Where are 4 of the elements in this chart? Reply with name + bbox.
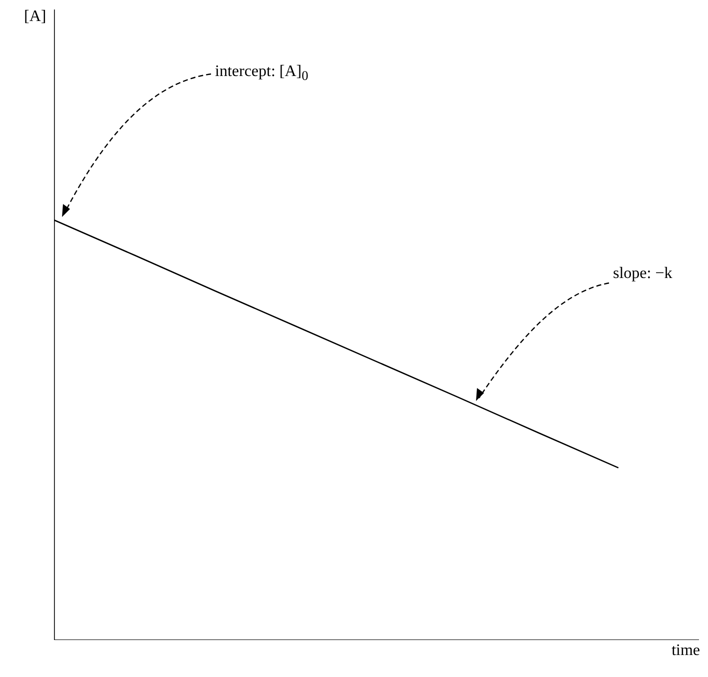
text: intercept: [A]$_{0}$ bbox=[215, 63, 308, 84]
x-axis-title: time bbox=[672, 642, 700, 660]
annotation: slope: −k bbox=[613, 265, 672, 283]
text: [A] bbox=[24, 8, 46, 26]
